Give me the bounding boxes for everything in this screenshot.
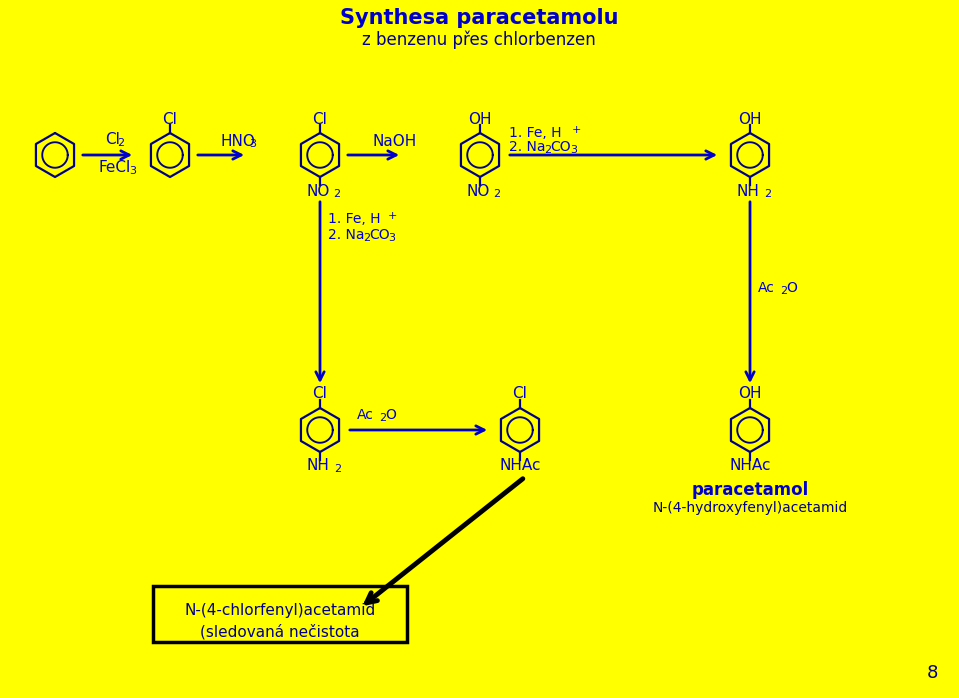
Text: 2: 2 (544, 145, 551, 155)
Text: z benzenu přes chlorbenzen: z benzenu přes chlorbenzen (363, 31, 596, 50)
Text: 1. Fe, H: 1. Fe, H (509, 126, 562, 140)
Text: OH: OH (738, 387, 761, 401)
Text: paracetamol: paracetamol (691, 481, 808, 499)
Text: CO: CO (550, 140, 571, 154)
Text: NH: NH (737, 184, 760, 198)
Text: 3: 3 (249, 139, 256, 149)
Text: O: O (786, 281, 797, 295)
Text: +: + (572, 125, 581, 135)
Text: OH: OH (738, 112, 761, 126)
Text: FeCl: FeCl (99, 161, 131, 175)
Text: 2: 2 (117, 138, 124, 148)
Text: NHAc: NHAc (729, 459, 771, 473)
Text: 1. Fe, H: 1. Fe, H (328, 212, 381, 226)
Text: 8: 8 (926, 664, 938, 682)
Text: NO: NO (466, 184, 490, 198)
Text: NHAc: NHAc (500, 459, 541, 473)
Text: Ac: Ac (357, 408, 374, 422)
Text: NaOH: NaOH (372, 133, 416, 149)
Text: 2: 2 (333, 189, 340, 199)
Text: 2: 2 (493, 189, 501, 199)
Text: 2: 2 (334, 464, 341, 474)
Text: HNO: HNO (220, 133, 255, 149)
Text: 3: 3 (129, 166, 136, 176)
Text: O: O (385, 408, 396, 422)
Text: NO: NO (306, 184, 330, 198)
Text: 2. Na: 2. Na (328, 228, 364, 242)
Text: Synthesa paracetamolu: Synthesa paracetamolu (339, 8, 619, 28)
Text: +: + (388, 211, 397, 221)
Text: CO: CO (369, 228, 389, 242)
Text: 2. Na: 2. Na (509, 140, 546, 154)
Text: Cl: Cl (105, 133, 120, 147)
Text: 2: 2 (363, 233, 370, 243)
Text: Cl: Cl (313, 387, 327, 401)
Text: 2: 2 (780, 285, 787, 295)
Text: (sledovaná nečistota: (sledovaná nečistota (200, 624, 360, 640)
Text: 3: 3 (388, 233, 395, 243)
FancyBboxPatch shape (153, 586, 407, 642)
Text: Cl: Cl (313, 112, 327, 126)
Text: NH: NH (307, 459, 330, 473)
Text: N-(4-hydroxyfenyl)acetamid: N-(4-hydroxyfenyl)acetamid (652, 501, 848, 515)
Text: 2: 2 (764, 189, 771, 199)
Text: Cl: Cl (512, 387, 527, 401)
Text: N-(4-chlorfenyl)acetamid: N-(4-chlorfenyl)acetamid (184, 602, 376, 618)
Text: Ac: Ac (758, 281, 775, 295)
Text: 2: 2 (379, 413, 386, 423)
Text: 3: 3 (570, 145, 577, 155)
Text: Cl: Cl (163, 112, 177, 126)
Text: OH: OH (468, 112, 492, 126)
